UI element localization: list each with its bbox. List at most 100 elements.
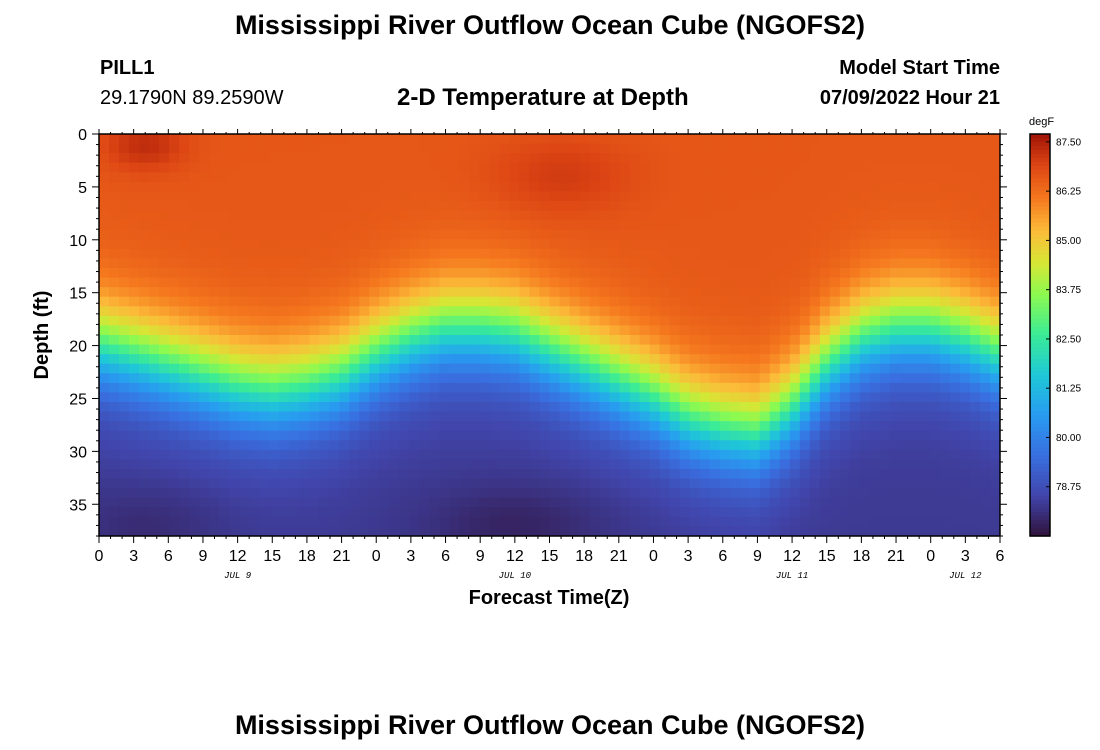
heatmap-cell: [559, 229, 571, 240]
heatmap-cell: [629, 134, 641, 145]
heatmap-cell: [629, 516, 641, 528]
heatmap-cell: [329, 516, 340, 528]
heatmap-cell: [859, 191, 871, 202]
heatmap-cell: [649, 373, 661, 384]
heatmap-cell: [259, 181, 270, 193]
heatmap-cell: [959, 516, 971, 528]
heatmap-cell: [869, 335, 881, 346]
heatmap-cell: [209, 210, 220, 221]
heatmap-cell: [109, 287, 120, 298]
heatmap-cell: [909, 296, 921, 307]
heatmap-cell: [679, 497, 691, 508]
heatmap-cell: [849, 258, 861, 269]
heatmap-cell: [139, 392, 150, 403]
heatmap-cell: [709, 392, 721, 403]
heatmap-cell: [559, 488, 571, 499]
heatmap-cell: [609, 268, 621, 279]
heatmap-cell: [839, 382, 851, 394]
heatmap-cell: [719, 258, 731, 269]
heatmap-cell: [499, 516, 511, 528]
heatmap-cell: [279, 325, 290, 336]
heatmap-cell: [699, 440, 711, 451]
heatmap-cell: [229, 402, 240, 413]
heatmap-cell: [789, 497, 801, 508]
heatmap-cell: [779, 172, 791, 183]
heatmap-cell: [239, 134, 250, 145]
heatmap-cell: [119, 335, 130, 346]
heatmap-cell: [899, 411, 911, 422]
heatmap-cell: [349, 134, 360, 145]
heatmap-cell: [639, 143, 651, 154]
heatmap-cell: [559, 392, 571, 403]
heatmap-cell: [789, 296, 801, 307]
heatmap-cell: [529, 287, 541, 298]
heatmap-cell: [469, 143, 481, 154]
heatmap-cell: [279, 134, 290, 145]
heatmap-cell: [989, 488, 1000, 499]
heatmap-cell: [909, 315, 921, 327]
heatmap-cell: [989, 201, 1000, 212]
heatmap-cell: [339, 201, 350, 212]
heatmap-cell: [839, 296, 851, 307]
heatmap-cell: [339, 411, 350, 422]
heatmap-cell: [719, 526, 731, 536]
heatmap-cell: [209, 335, 220, 346]
heatmap-cell: [179, 402, 190, 413]
heatmap-cell: [979, 373, 991, 384]
heatmap-cell: [699, 507, 711, 518]
heatmap-cell: [979, 181, 991, 193]
heatmap-cell: [229, 469, 240, 480]
heatmap-cell: [519, 306, 531, 317]
heatmap-cell: [579, 220, 591, 231]
heatmap-cell: [119, 402, 130, 413]
heatmap-cell: [159, 287, 170, 298]
heatmap-cell: [619, 143, 631, 154]
heatmap-cell: [139, 239, 150, 250]
heatmap-cell: [289, 268, 300, 279]
heatmap-cell: [319, 172, 330, 183]
heatmap-cell: [809, 268, 821, 279]
heatmap-cell: [169, 239, 180, 250]
heatmap-cell: [949, 488, 961, 499]
heatmap-cell: [289, 296, 300, 307]
heatmap-cell: [889, 335, 901, 346]
heatmap-cell: [509, 239, 521, 250]
heatmap-cell: [929, 306, 941, 317]
heatmap-cell: [529, 354, 541, 365]
heatmap-cell: [429, 277, 440, 288]
heatmap-cell: [879, 162, 891, 173]
heatmap-cell: [459, 497, 471, 508]
heatmap-cell: [139, 153, 150, 164]
heatmap-cell: [439, 268, 450, 279]
heatmap-cell: [409, 516, 420, 528]
heatmap-cell: [809, 325, 821, 336]
heatmap-cell: [689, 153, 701, 164]
heatmap-cell: [459, 268, 471, 279]
heatmap-cell: [949, 268, 961, 279]
heatmap-cell: [189, 526, 200, 536]
heatmap-cell: [619, 296, 631, 307]
heatmap-cell: [319, 220, 330, 231]
heatmap-cell: [829, 469, 841, 480]
heatmap-cell: [359, 363, 370, 374]
heatmap-cell: [629, 402, 641, 413]
heatmap-cell: [929, 201, 941, 212]
heatmap-cell: [289, 210, 300, 221]
heatmap-cell: [439, 181, 450, 193]
heatmap-cell: [109, 239, 120, 250]
heatmap-cell: [909, 181, 921, 193]
station-location: 29.1790N 89.2590W: [100, 87, 284, 109]
heatmap-cell: [759, 382, 771, 394]
heatmap-cell: [739, 296, 751, 307]
heatmap-cell: [529, 258, 541, 269]
heatmap-cell: [709, 430, 721, 441]
heatmap-cell: [199, 239, 210, 250]
heatmap-cell: [829, 210, 841, 221]
heatmap-cell: [119, 229, 130, 240]
heatmap-cell: [969, 430, 981, 441]
heatmap-cell: [979, 220, 991, 231]
heatmap-cell: [189, 354, 200, 365]
heatmap-cell: [129, 248, 140, 260]
heatmap-cell: [719, 421, 731, 432]
x-tick-label: 3: [129, 548, 138, 565]
